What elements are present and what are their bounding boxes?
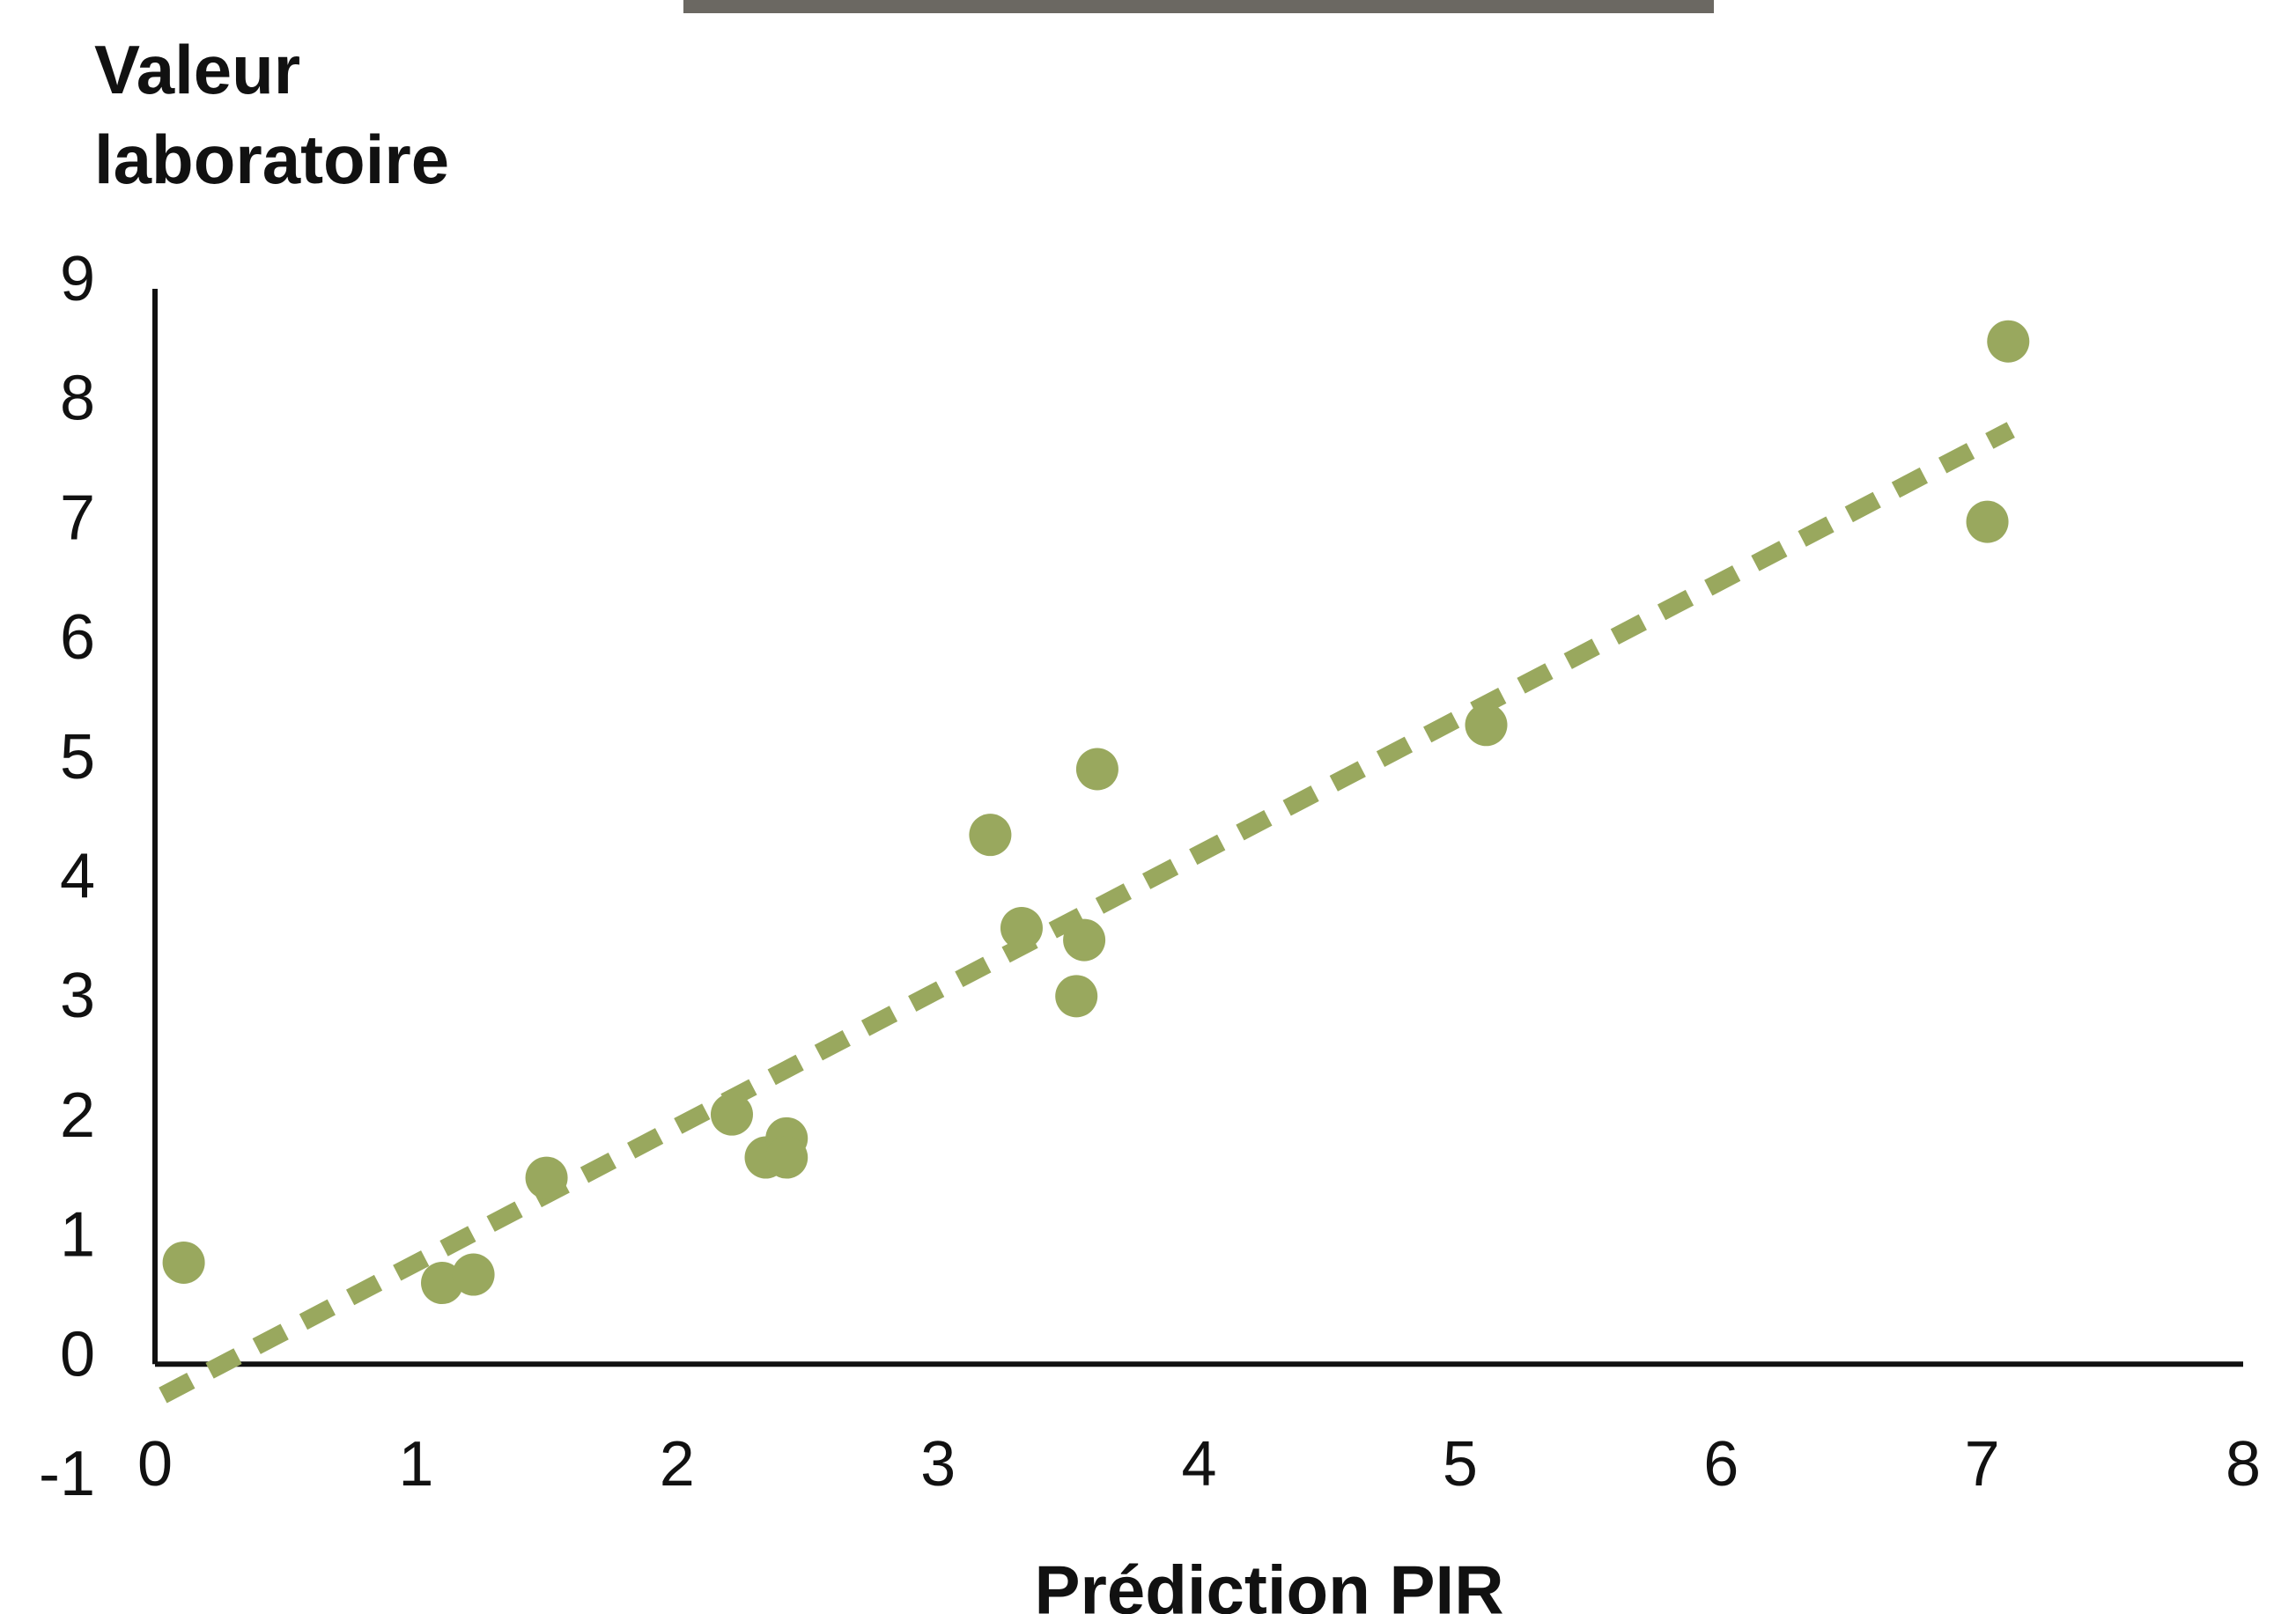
x-tick-label: 5	[1443, 1429, 1478, 1500]
x-axis-title: Prédiction PIR	[1034, 1551, 1503, 1614]
x-tick-label: 2	[660, 1429, 695, 1500]
x-tick-label: 1	[398, 1429, 433, 1500]
data-point	[1063, 919, 1105, 962]
y-tick-label: 3	[60, 961, 95, 1031]
x-tick-label: 0	[137, 1429, 173, 1500]
data-point	[1967, 501, 2009, 543]
data-point	[711, 1094, 753, 1136]
data-point	[1987, 321, 2029, 363]
y-axis-title: Valeur laboratoire	[94, 25, 552, 204]
data-point	[1055, 975, 1097, 1017]
x-tick-label: 6	[1703, 1429, 1739, 1500]
y-tick-label: 2	[60, 1080, 95, 1151]
photo-strip	[683, 0, 1714, 13]
x-tick-label: 7	[1965, 1429, 2000, 1500]
x-tick-label: 3	[920, 1429, 956, 1500]
data-point	[1076, 748, 1118, 791]
chart: -1 0 1 2 3 4 5 6 7 8 9 0 1 2 3 4 5 6 7 8 Prédiction PIR	[0, 0, 2296, 1614]
data-point	[1465, 704, 1508, 746]
trend-line	[163, 430, 2011, 1395]
y-tick-label: 5	[60, 722, 95, 792]
data-point	[526, 1157, 568, 1199]
y-tick-label: 1	[60, 1200, 95, 1271]
y-tick-label: 7	[60, 483, 95, 553]
data-point	[1000, 907, 1043, 949]
page: {"chart_data": { "type": "scatter", "yla…	[0, 0, 2296, 1614]
data-point	[163, 1242, 205, 1284]
y-tick-label: 4	[60, 842, 95, 912]
y-tick-label: -1	[39, 1439, 95, 1509]
data-point	[765, 1137, 808, 1179]
y-tick-label: 6	[60, 602, 95, 673]
y-tick-label: 8	[60, 364, 95, 434]
data-point	[453, 1254, 495, 1296]
y-tick-label: 0	[60, 1319, 95, 1389]
x-tick-label: 8	[2226, 1429, 2261, 1500]
x-tick-label: 4	[1181, 1429, 1216, 1500]
y-tick-label: 9	[60, 244, 95, 314]
data-point	[969, 814, 1011, 856]
